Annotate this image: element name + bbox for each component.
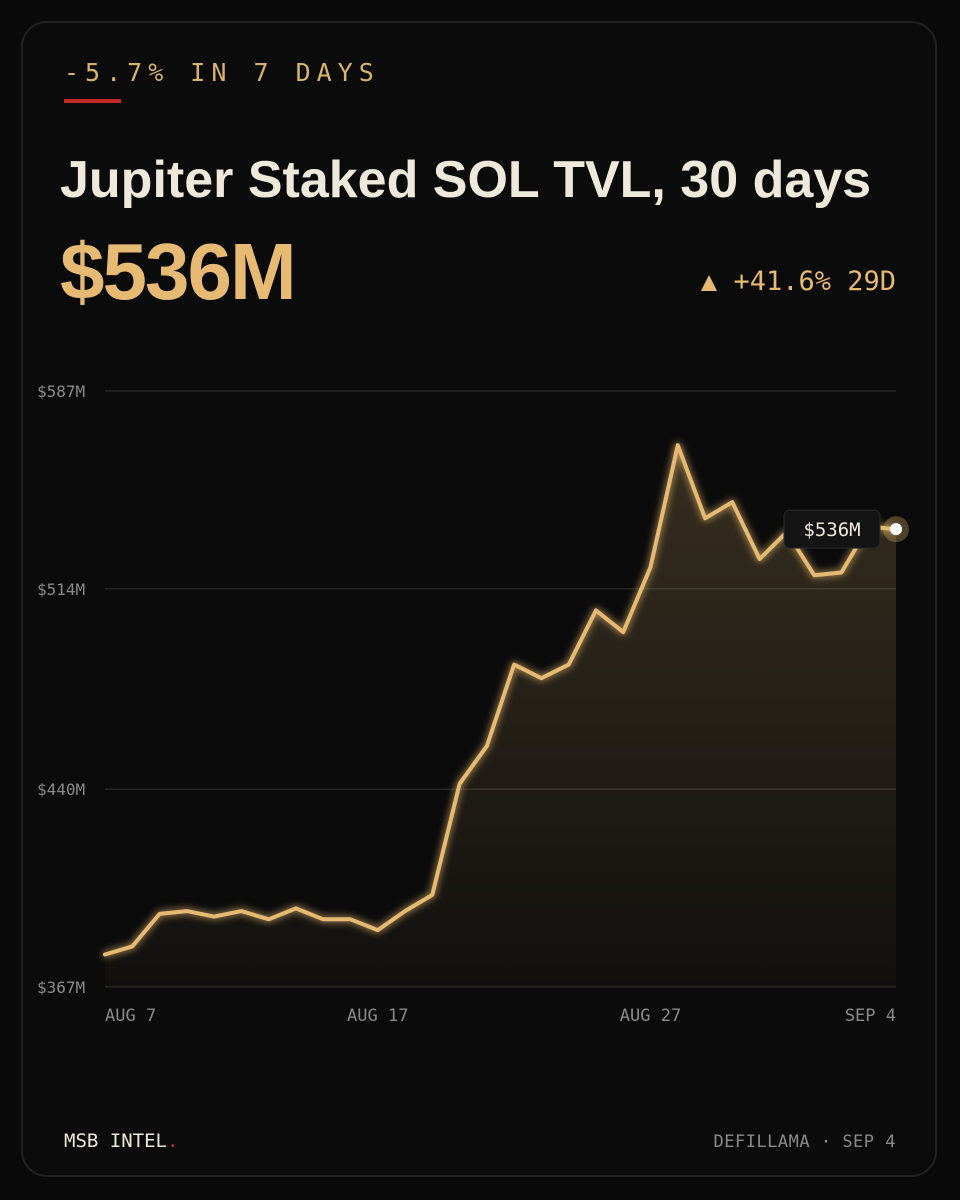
y-axis-ticks: $587M $514M $440M $367M — [37, 382, 85, 997]
value-tooltip — [783, 509, 881, 549]
source-label: DEFILLAMA · SEP 4 — [713, 1132, 896, 1152]
x-tick-label: AUG 17 — [347, 1006, 408, 1026]
y-tick-label: $440M — [37, 780, 85, 799]
brand: MSB INTEL. — [64, 1130, 178, 1152]
period-change: ▲ +41.6% 29D — [701, 266, 896, 297]
x-tick-label: AUG 7 — [105, 1006, 156, 1026]
kicker-underline — [64, 99, 121, 103]
y-tick-label: $587M — [37, 382, 85, 401]
tvl-chart: $587M $514M $440M $367M AUG 7 AUG 17 AUG 27 SE… — [37, 382, 909, 1026]
y-tick-label: $367M — [37, 978, 85, 997]
brand-dot: . — [166, 1130, 179, 1152]
brand-name: MSB INTEL — [64, 1130, 167, 1152]
last-value-marker: $536M — [783, 509, 909, 549]
triangle-up-icon: ▲ — [700, 266, 718, 297]
y-tick-label: $514M — [37, 580, 85, 599]
x-axis-ticks: AUG 7 AUG 17 AUG 27 SEP 4 — [105, 1006, 896, 1026]
x-tick-label: SEP 4 — [845, 1006, 896, 1026]
period-change-label: +41.6% 29D — [733, 266, 896, 297]
chart-title: Jupiter Staked SOL TVL, 30 days — [60, 151, 872, 209]
tooltip-value: $536M — [803, 519, 860, 541]
x-tick-label: AUG 27 — [620, 1006, 681, 1026]
tvl-line — [103, 443, 898, 957]
current-value: $536M — [60, 227, 297, 316]
last-point-dot — [890, 523, 902, 536]
weekly-change-kicker: -5.7% IN 7 DAYS — [64, 58, 380, 87]
tvl-area — [105, 445, 896, 987]
